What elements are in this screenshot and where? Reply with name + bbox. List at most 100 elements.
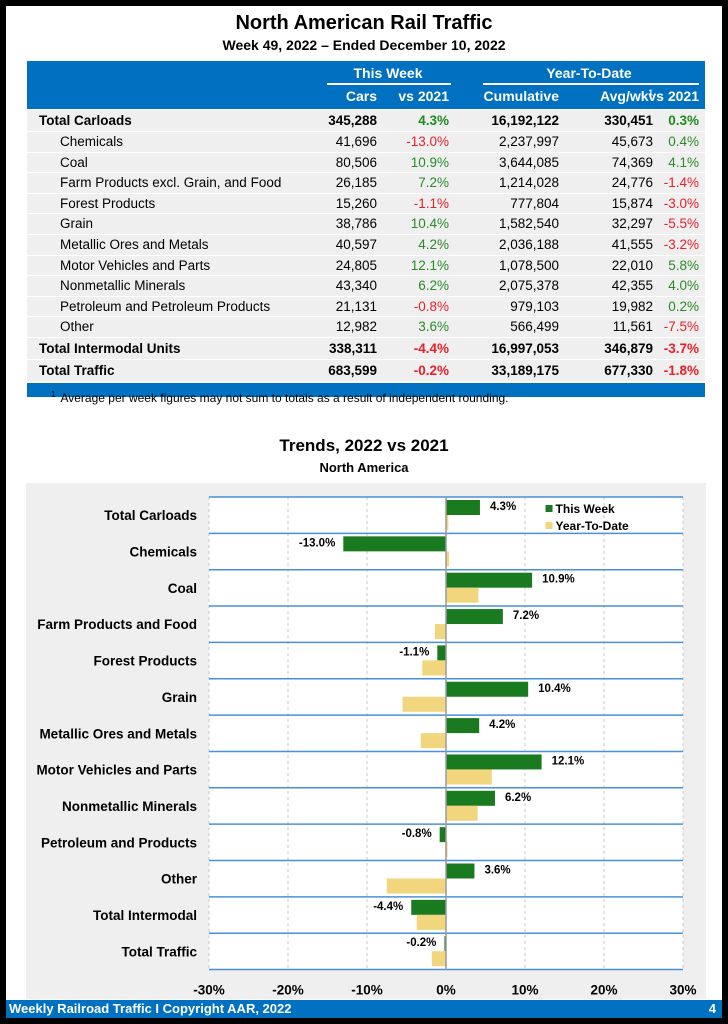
cell-cumulative: 1,214,028 bbox=[498, 175, 559, 191]
cell-avgwk: 42,355 bbox=[611, 278, 653, 294]
bar-this-week bbox=[446, 572, 533, 588]
category-label: Total Intermodal bbox=[93, 908, 197, 923]
cell-tw-vs: 7.2% bbox=[418, 175, 449, 191]
chart-area: Total Carloads 4.3% Chemicals -13.0% Coal 10.… bbox=[26, 483, 706, 999]
cell-cumulative: 566,499 bbox=[510, 319, 559, 335]
bar-year-to-date bbox=[434, 624, 446, 640]
cell-avgwk: 11,561 bbox=[612, 319, 653, 335]
cell-avgwk: 45,673 bbox=[611, 134, 653, 149]
cell-avgwk: 330,451 bbox=[604, 113, 653, 128]
bar-this-week bbox=[444, 936, 446, 952]
cell-cumulative: 777,804 bbox=[510, 195, 559, 211]
cell-tw-vs: -1.1% bbox=[413, 195, 449, 211]
category-label: Total Carloads bbox=[104, 508, 197, 523]
bar-this-week bbox=[446, 863, 475, 879]
data-label: 4.3% bbox=[490, 501, 516, 513]
bar-this-week bbox=[446, 718, 480, 734]
cell-tw-vs: 3.6% bbox=[418, 319, 449, 335]
bar-year-to-date bbox=[446, 842, 448, 858]
bar-year-to-date bbox=[422, 660, 446, 676]
cell-ytd-vs: -7.5% bbox=[663, 319, 699, 335]
category-label: Total Traffic bbox=[121, 944, 197, 959]
cell-cumulative: 1,078,500 bbox=[498, 257, 559, 273]
footnote-text: Average per week figures may not sum to … bbox=[60, 391, 509, 405]
data-label: -1.1% bbox=[399, 646, 429, 658]
data-label: -0.8% bbox=[402, 828, 432, 840]
cell-tw-vs: 4.2% bbox=[418, 236, 449, 252]
bar-this-week bbox=[437, 645, 446, 661]
x-tick-label: -30% bbox=[193, 983, 225, 998]
cell-avgwk: 74,369 bbox=[611, 154, 653, 170]
bar-year-to-date bbox=[420, 733, 446, 749]
bar-year-to-date bbox=[446, 551, 450, 567]
cell-ytd-vs: -1.8% bbox=[663, 362, 699, 378]
bar-this-week bbox=[343, 536, 446, 552]
data-label: 7.2% bbox=[513, 610, 539, 622]
col-header-cars: Cars bbox=[345, 88, 377, 104]
data-label: 12.1% bbox=[552, 755, 585, 767]
bar-this-week bbox=[446, 500, 480, 515]
data-label: 4.2% bbox=[489, 719, 515, 731]
cell-cars: 41,696 bbox=[335, 134, 377, 149]
cell-cars: 43,340 bbox=[335, 278, 377, 294]
x-tick-label: 30% bbox=[669, 983, 696, 998]
table-row: Grain 38,786 10.4% 1,582,540 32,297 -5.5% bbox=[27, 213, 705, 234]
bar-year-to-date bbox=[446, 805, 478, 821]
table-row: Forest Products 15,260 -1.1% 777,804 15,874-… bbox=[27, 192, 705, 214]
data-label: 3.6% bbox=[484, 865, 510, 877]
category-label: Petroleum and Products bbox=[41, 835, 197, 850]
cell-cars: 683,599 bbox=[328, 362, 377, 378]
category-label: Chemicals bbox=[129, 545, 197, 560]
cell-cumulative: 2,075,378 bbox=[498, 278, 559, 294]
data-label: 6.2% bbox=[505, 792, 531, 804]
page-number: 4 bbox=[708, 1001, 716, 1016]
cell-avgwk: 346,879 bbox=[604, 340, 653, 356]
cell-cumulative: 979,103 bbox=[510, 298, 559, 314]
table-row: Coal 80,506 10.9% 3,644,085 74,369 4.1% bbox=[27, 151, 705, 173]
x-tick-label: -10% bbox=[351, 983, 383, 998]
footnote: 1 Average per week figures may not sum to… bbox=[51, 390, 509, 405]
row-name: Other bbox=[60, 319, 94, 335]
col-header-tw-vs: vs 2021 bbox=[398, 88, 449, 104]
table-row: Total Intermodal Units 338,311 -4.4% 16,997… bbox=[27, 336, 705, 359]
category-label: Nonmetallic Minerals bbox=[62, 799, 197, 814]
bar-this-week bbox=[446, 790, 495, 806]
category-label: Metallic Ores and Metals bbox=[39, 726, 197, 741]
row-name: Motor Vehicles and Parts bbox=[60, 257, 211, 273]
cell-tw-vs: 10.4% bbox=[410, 216, 449, 232]
cell-cumulative: 16,997,053 bbox=[491, 340, 559, 356]
chart-title: Trends, 2022 vs 2021 bbox=[279, 436, 449, 455]
x-tick-label: -20% bbox=[272, 983, 304, 998]
cell-ytd-vs: -3.2% bbox=[663, 236, 699, 252]
row-name: Total Traffic bbox=[39, 362, 115, 378]
cell-tw-vs: -0.8% bbox=[413, 298, 449, 314]
category-label: Forest Products bbox=[93, 654, 197, 669]
bar-this-week bbox=[411, 899, 446, 915]
cell-avgwk: 32,297 bbox=[611, 216, 653, 232]
category-label: Grain bbox=[162, 690, 197, 705]
bar-this-week bbox=[446, 609, 503, 625]
bar-this-week bbox=[446, 681, 529, 697]
row-name: Chemicals bbox=[60, 134, 124, 149]
row-name: Total Intermodal Units bbox=[39, 340, 181, 356]
cell-cumulative: 2,036,188 bbox=[498, 236, 559, 252]
cell-avgwk: 677,330 bbox=[604, 362, 653, 378]
legend-label-ytd: Year-To-Date bbox=[556, 519, 629, 533]
cell-cumulative: 33,189,175 bbox=[491, 362, 559, 378]
bar-year-to-date bbox=[386, 878, 446, 894]
bar-year-to-date bbox=[431, 951, 446, 967]
bar-this-week bbox=[439, 827, 446, 843]
bar-year-to-date bbox=[402, 696, 446, 712]
cell-ytd-vs: 0.2% bbox=[668, 298, 699, 314]
data-label: -13.0% bbox=[299, 537, 335, 549]
row-name: Forest Products bbox=[60, 195, 156, 211]
cell-ytd-vs: 4.1% bbox=[668, 154, 699, 170]
group-header-this-week: This Week bbox=[353, 65, 423, 81]
cell-tw-vs: 12.1% bbox=[410, 257, 449, 273]
avgwk-superscript: 1 bbox=[648, 88, 653, 98]
cell-cars: 15,260 bbox=[335, 195, 377, 211]
cell-cumulative: 16,192,122 bbox=[491, 113, 559, 128]
cell-cars: 345,288 bbox=[328, 113, 377, 128]
cell-ytd-vs: -3.7% bbox=[663, 340, 699, 356]
bar-year-to-date bbox=[446, 515, 449, 530]
